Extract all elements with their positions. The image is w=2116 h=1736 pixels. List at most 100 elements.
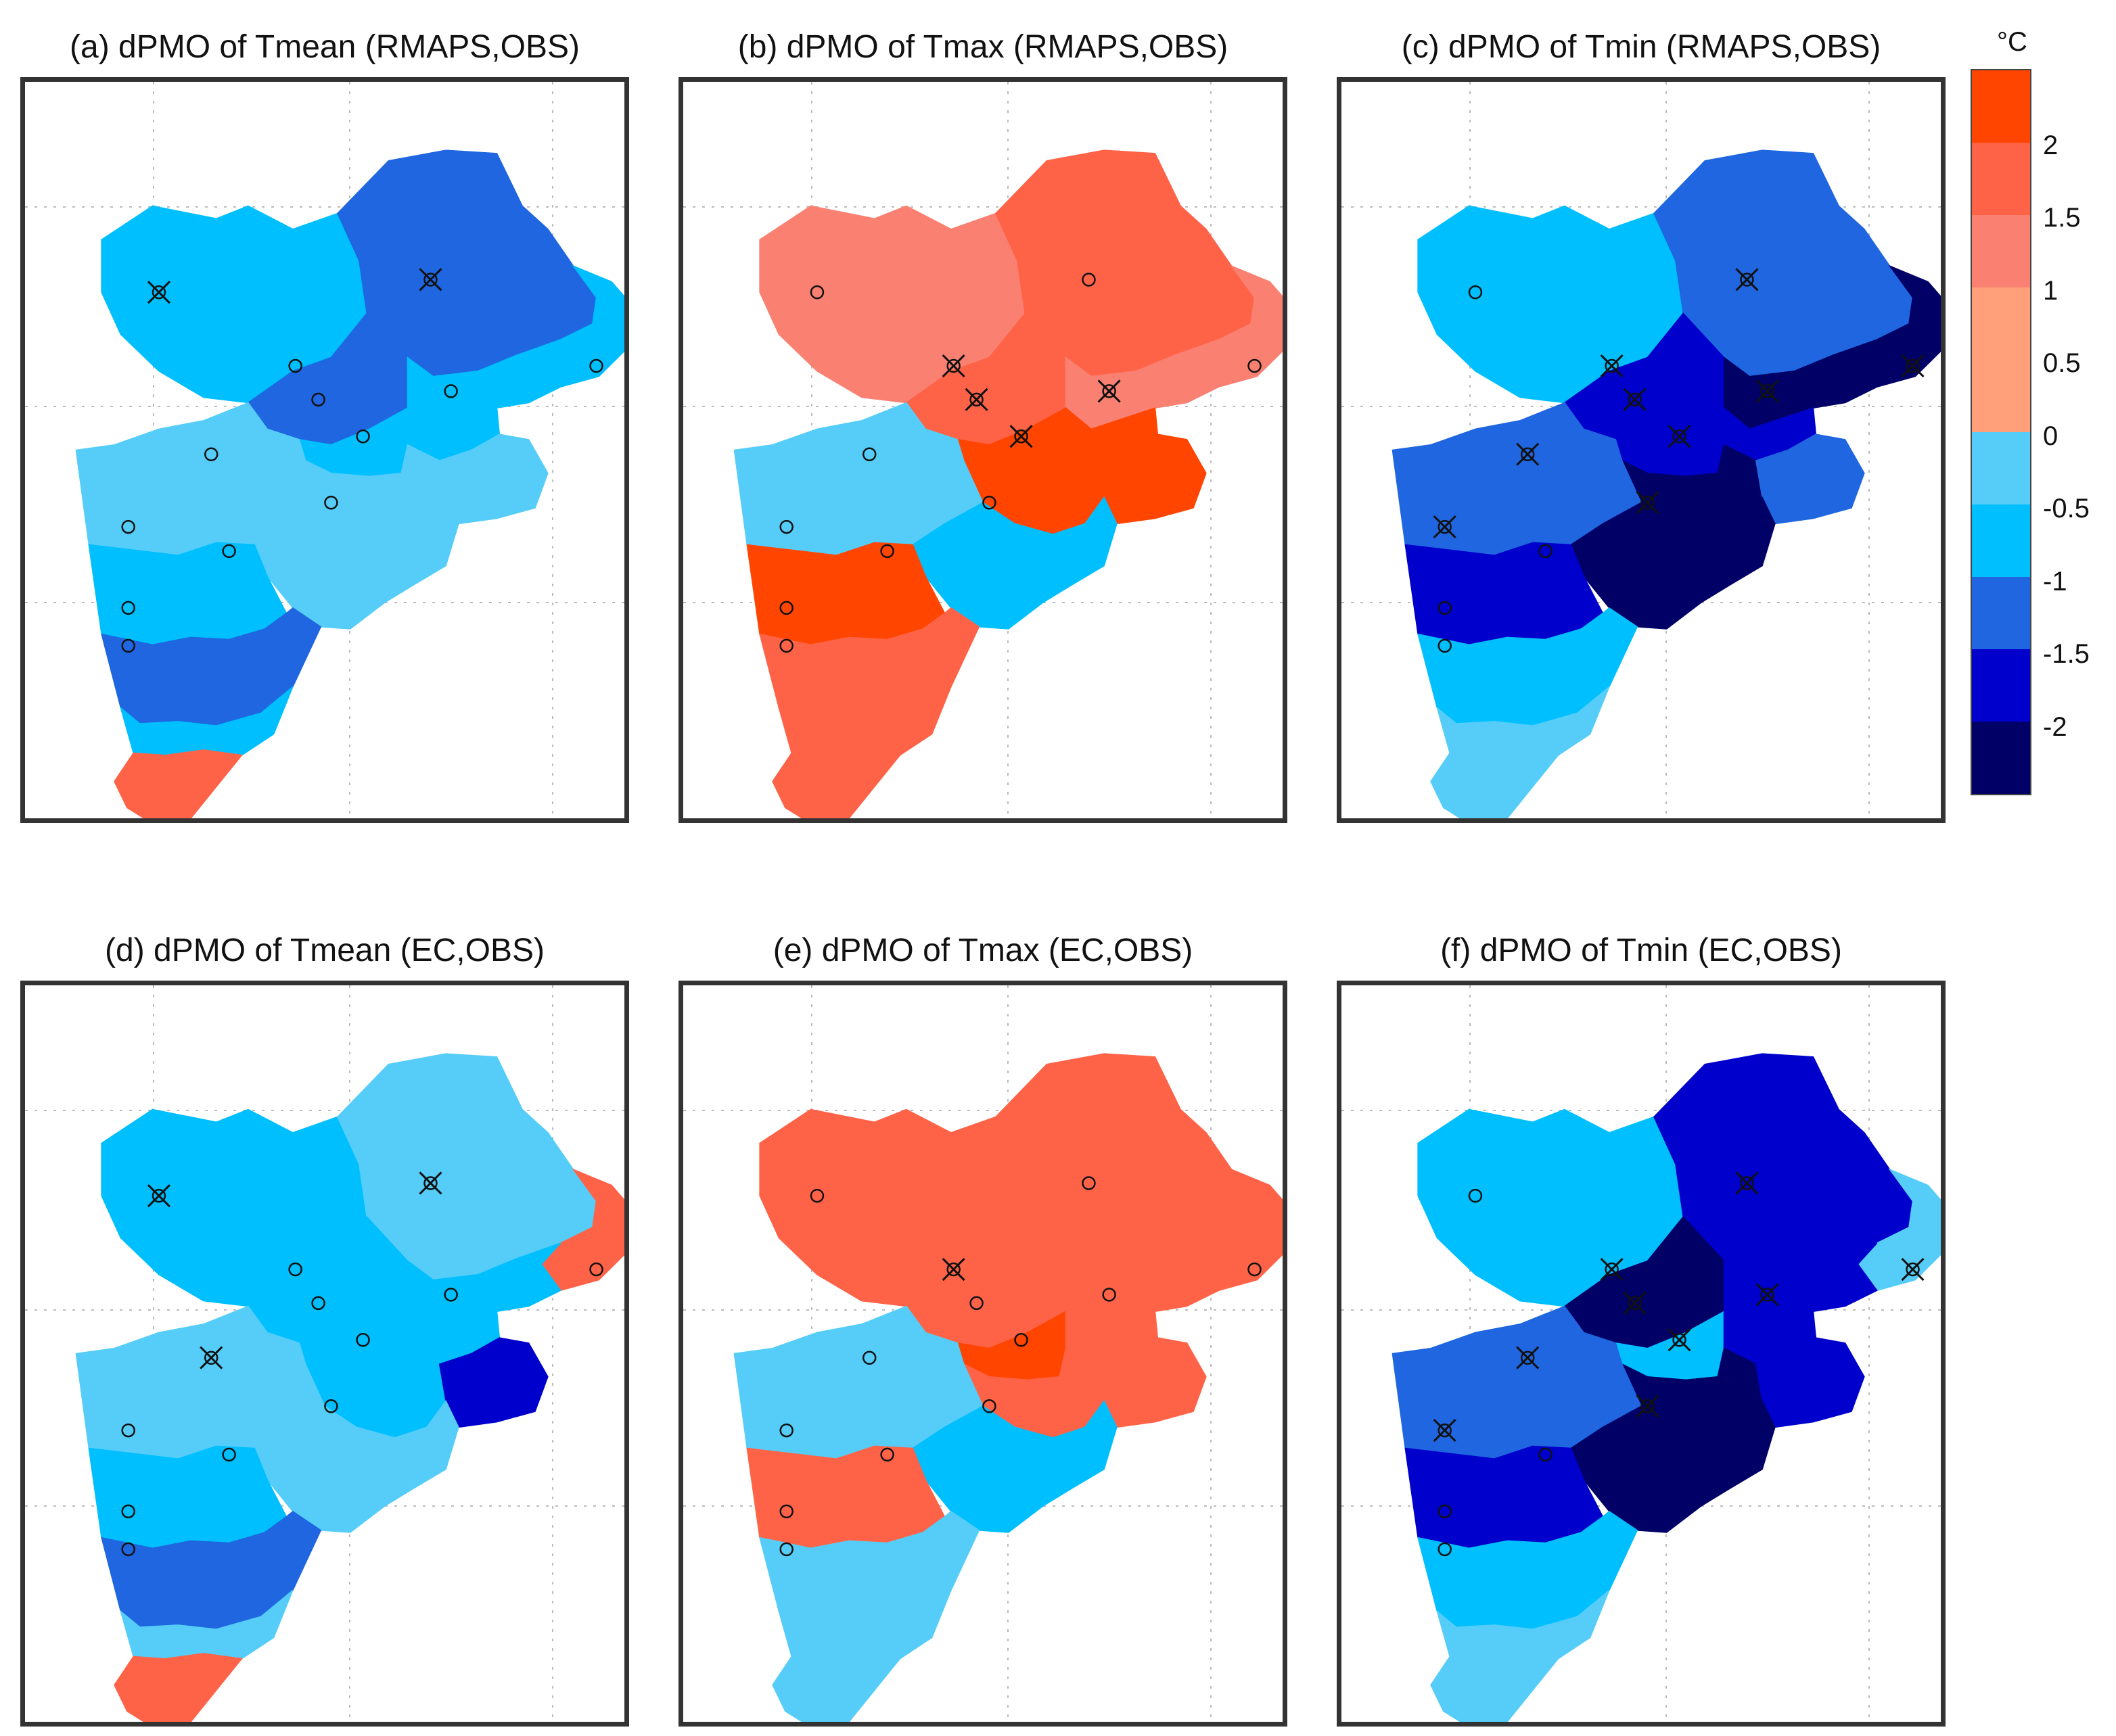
station-marker	[444, 384, 458, 398]
station-marker	[880, 544, 894, 559]
station-marker	[1102, 1288, 1116, 1302]
station-significant-marker	[147, 281, 170, 304]
station-marker	[1247, 1262, 1262, 1277]
station-marker	[779, 638, 794, 653]
station-significant-marker	[1636, 491, 1659, 515]
colorbar-swatch	[1972, 722, 2030, 794]
station-marker	[311, 1296, 325, 1311]
station-significant-marker	[942, 354, 965, 378]
station-marker	[1438, 601, 1452, 615]
station-marker	[982, 496, 996, 510]
station-marker	[222, 544, 236, 559]
station-marker	[121, 1504, 135, 1519]
station-significant-marker	[419, 1171, 442, 1195]
station-significant-marker	[1433, 1419, 1456, 1442]
map-canvas	[1341, 82, 1941, 818]
station-marker	[356, 1333, 370, 1347]
station-marker	[1014, 1333, 1028, 1347]
station-marker	[862, 1351, 877, 1365]
panel-title: (f) dPMO of Tmin (EC,OBS)	[1440, 933, 1842, 968]
station-significant-marker	[200, 1346, 223, 1369]
station-marker	[779, 1504, 794, 1519]
colorbar-tick-label: 0	[2043, 421, 2058, 451]
map-frame	[20, 981, 629, 1727]
station-significant-marker	[1009, 425, 1033, 448]
colorbar-swatch	[1972, 143, 2030, 215]
station-significant-marker	[147, 1184, 170, 1208]
station-significant-marker	[1901, 1257, 1925, 1282]
station-significant-marker	[1623, 388, 1647, 411]
map-region-r15	[1430, 749, 1559, 818]
station-marker	[1247, 358, 1262, 373]
station-significant-marker	[1755, 1283, 1779, 1307]
colorbar-tick-label: 1.5	[2043, 203, 2081, 233]
station-marker	[779, 1423, 794, 1438]
station-significant-marker	[1735, 1171, 1759, 1195]
map-region-r12	[1404, 542, 1604, 646]
station-significant-marker	[942, 1257, 965, 1282]
colorbar-swatch	[1972, 577, 2030, 649]
station-significant-marker	[1636, 1394, 1659, 1418]
station-marker	[779, 519, 794, 534]
map-canvas	[683, 82, 1283, 818]
station-marker	[121, 1423, 135, 1438]
station-marker	[121, 638, 135, 653]
station-marker	[1468, 1188, 1483, 1203]
station-marker	[969, 1296, 984, 1311]
station-significant-marker	[1097, 379, 1121, 403]
map-canvas	[25, 985, 624, 1722]
station-marker	[1082, 273, 1096, 287]
colorbar-swatch	[1972, 360, 2030, 432]
station-significant-marker	[1600, 354, 1624, 378]
station-significant-marker	[1516, 442, 1540, 466]
station-marker	[222, 1447, 236, 1462]
station-significant-marker	[1668, 425, 1691, 448]
colorbar-tick-label: 2	[2043, 131, 2058, 160]
station-marker	[288, 358, 302, 373]
map-region-r12	[746, 542, 946, 646]
map-canvas	[683, 985, 1283, 1722]
map-frame	[20, 77, 629, 823]
colorbar-swatch	[1972, 287, 2030, 360]
station-significant-marker	[1600, 1257, 1624, 1282]
map-frame	[1337, 77, 1946, 823]
station-marker	[324, 1399, 338, 1413]
station-significant-marker	[1433, 515, 1456, 539]
station-marker	[862, 447, 877, 461]
station-marker	[1438, 1504, 1452, 1519]
colorbar-tick-label: -1	[2043, 567, 2067, 596]
station-marker	[1538, 1447, 1552, 1462]
station-significant-marker	[1901, 354, 1925, 378]
colorbar	[1971, 69, 2031, 795]
map-frame	[1337, 981, 1946, 1727]
station-marker	[1538, 544, 1552, 559]
map-canvas	[25, 82, 624, 818]
station-marker	[810, 1188, 825, 1203]
station-marker	[982, 1399, 996, 1413]
map-frame	[678, 77, 1287, 823]
station-marker	[810, 285, 825, 300]
station-significant-marker	[1623, 1291, 1647, 1315]
map-region-r12	[88, 542, 288, 646]
colorbar-tick-label: -1.5	[2043, 639, 2090, 669]
station-marker	[288, 1262, 302, 1277]
station-marker	[1468, 285, 1483, 300]
colorbar-swatch	[1972, 215, 2030, 287]
map-region-r15	[772, 1653, 901, 1722]
panel-title: (a) dPMO of Tmean (RMAPS,OBS)	[70, 29, 580, 65]
panel-title: (e) dPMO of Tmax (EC,OBS)	[773, 933, 1193, 968]
station-marker	[311, 392, 325, 407]
station-marker	[444, 1288, 458, 1302]
colorbar-swatch	[1972, 70, 2030, 143]
map-region-r15	[114, 1653, 243, 1722]
station-marker	[121, 601, 135, 615]
panel-title: (b) dPMO of Tmax (RMAPS,OBS)	[737, 29, 1228, 65]
map-region-r15	[114, 749, 243, 818]
colorbar-tick-label: 0.5	[2043, 348, 2081, 378]
map-region-r12	[746, 1445, 946, 1549]
map-region-r15	[1430, 1653, 1559, 1722]
map-region-r15	[772, 749, 901, 818]
station-significant-marker	[1755, 379, 1779, 403]
colorbar-tick-label: 1	[2043, 276, 2058, 306]
station-marker	[779, 601, 794, 615]
